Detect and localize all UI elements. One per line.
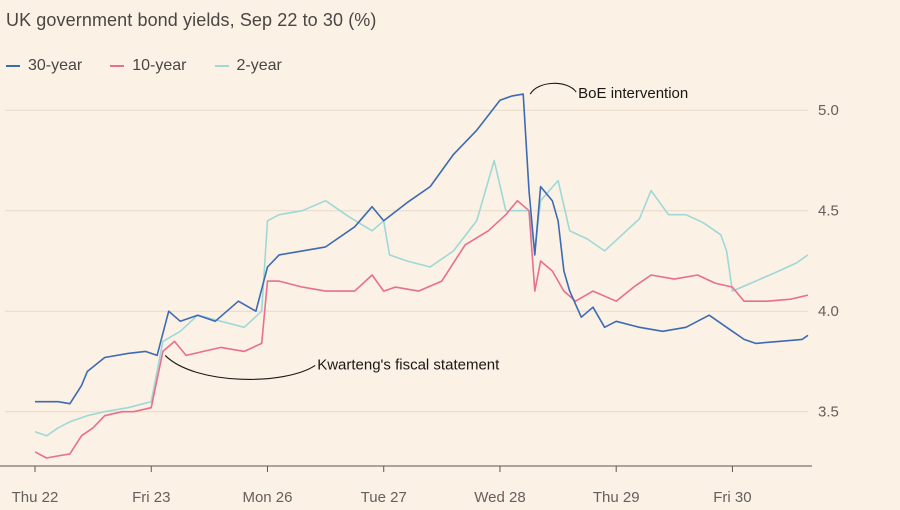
legend-item-30-year: 30-year <box>6 57 82 75</box>
series-line-2-year <box>34 159 809 437</box>
y-tick-label: 4.0 <box>818 303 839 320</box>
legend-swatch-2-year <box>214 65 229 67</box>
annotation-connector-boe <box>529 82 577 95</box>
x-tick-label: Thu 29 <box>593 489 640 506</box>
y-tick-label: 5.0 <box>818 102 839 119</box>
x-tick-label: Tue 27 <box>361 489 407 506</box>
legend-label-30-year: 30-year <box>28 57 83 74</box>
annotation-label-boe: BoE intervention <box>578 85 688 102</box>
x-tick-label: Fri 30 <box>713 489 751 506</box>
series-line-10-year <box>34 199 809 459</box>
legend-swatch-30-year <box>6 65 20 67</box>
annotation-connector-kwarteng <box>164 355 316 380</box>
legend-label-2-year: 2-year <box>236 57 282 74</box>
legend-item-2-year: 2-year <box>214 57 282 75</box>
y-tick-label: 3.5 <box>818 404 839 421</box>
x-tick-label: Mon 26 <box>242 489 292 506</box>
legend-label-10-year: 10-year <box>132 57 187 74</box>
annotation-label-kwarteng: Kwarteng's fiscal statement <box>317 356 500 373</box>
x-tick-label: Wed 28 <box>474 489 525 506</box>
legend-item-10-year: 10-year <box>110 57 187 75</box>
series-line-30-year <box>35 93 809 405</box>
legend-swatch-10-year <box>110 65 125 67</box>
x-tick-label: Fri 23 <box>132 489 170 506</box>
x-tick-label: Thu 22 <box>12 489 59 506</box>
chart-title: UK government bond yields, Sep 22 to 30 … <box>6 10 377 30</box>
y-tick-label: 4.5 <box>818 203 839 220</box>
chart-legend: 30-year 10-year 2-year <box>6 56 310 76</box>
